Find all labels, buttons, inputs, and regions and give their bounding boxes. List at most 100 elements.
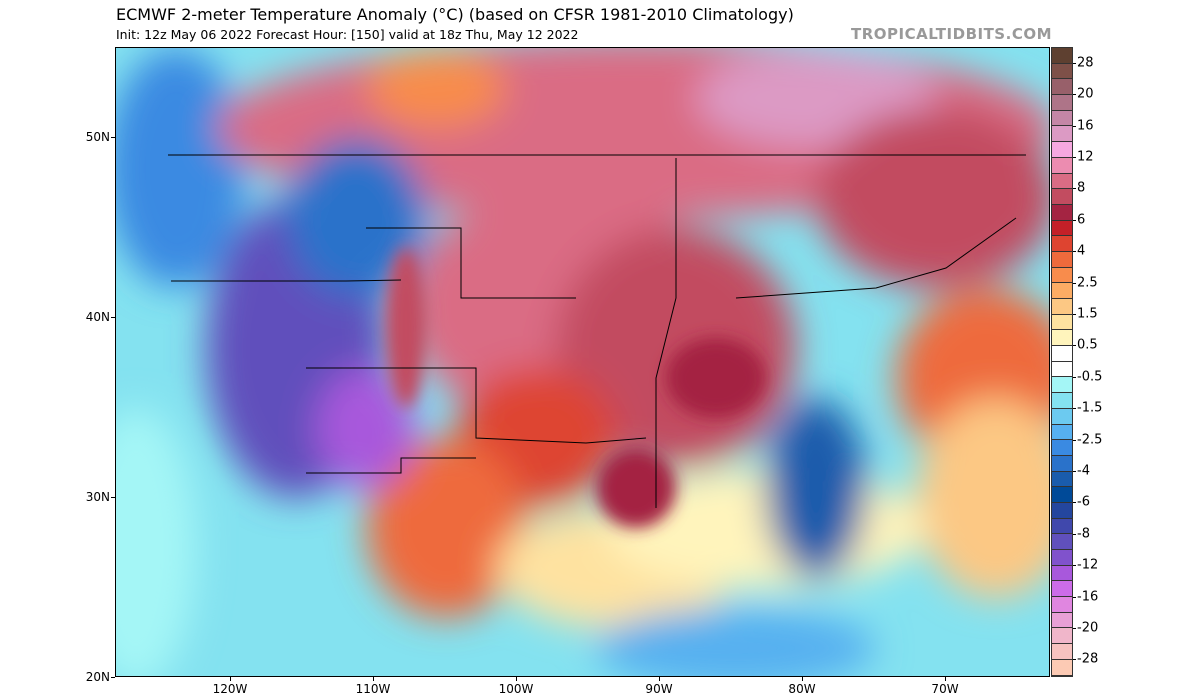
colorbar-segment — [1052, 126, 1072, 143]
colorbar-segment — [1052, 204, 1072, 221]
colorbar-segment — [1052, 361, 1072, 378]
colorbar-tick — [1073, 596, 1076, 598]
longitude-label: 90W — [645, 682, 673, 696]
map-subtitle: Init: 12z May 06 2022 Forecast Hour: [15… — [116, 27, 579, 42]
brand-watermark: TROPICALTIDBITS.COM — [851, 25, 1052, 43]
colorbar-tick — [1073, 376, 1076, 378]
anomaly-field — [116, 48, 1049, 676]
colorbar-segment — [1052, 377, 1072, 394]
colorbar-label: -12 — [1077, 557, 1099, 573]
colorbar-segment — [1052, 63, 1072, 80]
colorbar-tick — [1073, 439, 1076, 441]
latitude-label: 20N — [85, 670, 110, 684]
colorbar-segment — [1052, 644, 1072, 660]
longitude-label: 120W — [212, 682, 248, 696]
colorbar-tick — [1073, 94, 1076, 96]
longitude-tick — [230, 677, 231, 681]
colorbar-label: -8 — [1077, 526, 1090, 542]
colorbar-segment — [1052, 659, 1072, 676]
longitude-tick — [945, 677, 946, 681]
colorbar-segment — [1052, 597, 1072, 613]
colorbar-tick — [1073, 502, 1076, 504]
colorbar-segment — [1052, 299, 1072, 315]
colorbar-label: 28 — [1077, 55, 1094, 71]
colorbar-segment — [1052, 267, 1072, 284]
colorbar-segment — [1052, 565, 1072, 582]
longitude-label: 110W — [355, 682, 391, 696]
longitude-label: 80W — [788, 682, 816, 696]
longitude-tick — [802, 677, 803, 681]
temperature-anomaly-map — [115, 47, 1050, 677]
colorbar-tick — [1073, 470, 1076, 472]
colorbar-label: -20 — [1077, 620, 1099, 636]
longitude-label: 70W — [931, 682, 959, 696]
colorbar-tick — [1073, 251, 1076, 253]
latitude-tick — [111, 317, 115, 318]
colorbar-segment — [1052, 48, 1072, 64]
colorbar-label: -16 — [1077, 589, 1099, 604]
colorbar-tick — [1073, 219, 1076, 221]
colorbar-label: -6 — [1077, 494, 1090, 510]
colorbar-tick — [1073, 188, 1076, 190]
colorbar — [1051, 47, 1073, 677]
colorbar-label: -0.5 — [1077, 369, 1103, 385]
colorbar-segment — [1052, 251, 1072, 268]
colorbar-segment — [1052, 455, 1072, 472]
colorbar-segment — [1052, 189, 1072, 205]
colorbar-segment — [1052, 283, 1072, 299]
colorbar-tick — [1073, 565, 1076, 567]
colorbar-label: -4 — [1077, 463, 1090, 479]
colorbar-segment — [1052, 95, 1072, 111]
colorbar-segment — [1052, 502, 1072, 519]
colorbar-segment — [1052, 110, 1072, 127]
colorbar-segment — [1052, 220, 1072, 237]
colorbar-segment — [1052, 440, 1072, 456]
colorbar-segment — [1052, 330, 1072, 347]
longitude-label: 100W — [498, 682, 534, 696]
colorbar-segment — [1052, 142, 1072, 158]
colorbar-label: 8 — [1077, 180, 1086, 196]
colorbar-segment — [1052, 314, 1072, 331]
colorbar-segment — [1052, 612, 1072, 629]
colorbar-label: -28 — [1077, 651, 1099, 667]
colorbar-tick — [1073, 659, 1076, 661]
colorbar-segment — [1052, 487, 1072, 503]
latitude-tick — [111, 497, 115, 498]
colorbar-label: -1.5 — [1077, 400, 1103, 416]
colorbar-tick — [1073, 627, 1076, 629]
longitude-tick — [659, 677, 660, 681]
colorbar-label: 4 — [1077, 243, 1086, 259]
colorbar-segment — [1052, 518, 1072, 535]
colorbar-tick — [1073, 533, 1076, 535]
colorbar-segment — [1052, 581, 1072, 598]
latitude-tick — [111, 137, 115, 138]
colorbar-label: 2.5 — [1077, 275, 1098, 290]
colorbar-label: 1.5 — [1077, 306, 1098, 322]
colorbar-segment — [1052, 408, 1072, 425]
latitude-label: 30N — [85, 490, 110, 504]
longitude-tick — [373, 677, 374, 681]
latitude-label: 50N — [85, 130, 110, 144]
colorbar-tick — [1073, 156, 1076, 158]
colorbar-segment — [1052, 173, 1072, 190]
colorbar-label: 20 — [1077, 86, 1094, 102]
colorbar-segment — [1052, 236, 1072, 252]
colorbar-tick — [1073, 62, 1076, 64]
colorbar-segment — [1052, 157, 1072, 174]
colorbar-tick — [1073, 313, 1076, 315]
colorbar-label: 12 — [1077, 149, 1094, 165]
colorbar-tick — [1073, 125, 1076, 127]
colorbar-segment — [1052, 471, 1072, 488]
colorbar-segment — [1052, 550, 1072, 566]
longitude-tick — [516, 677, 517, 681]
colorbar-segment — [1052, 534, 1072, 550]
latitude-tick — [111, 677, 115, 678]
colorbar-segment — [1052, 79, 1072, 96]
state-borders — [168, 154, 1026, 508]
colorbar-segment — [1052, 393, 1072, 409]
colorbar-tick — [1073, 345, 1076, 347]
colorbar-label: 0.5 — [1077, 337, 1098, 353]
colorbar-segment — [1052, 424, 1072, 441]
latitude-label: 40N — [85, 310, 110, 324]
colorbar-label: 16 — [1077, 118, 1094, 133]
